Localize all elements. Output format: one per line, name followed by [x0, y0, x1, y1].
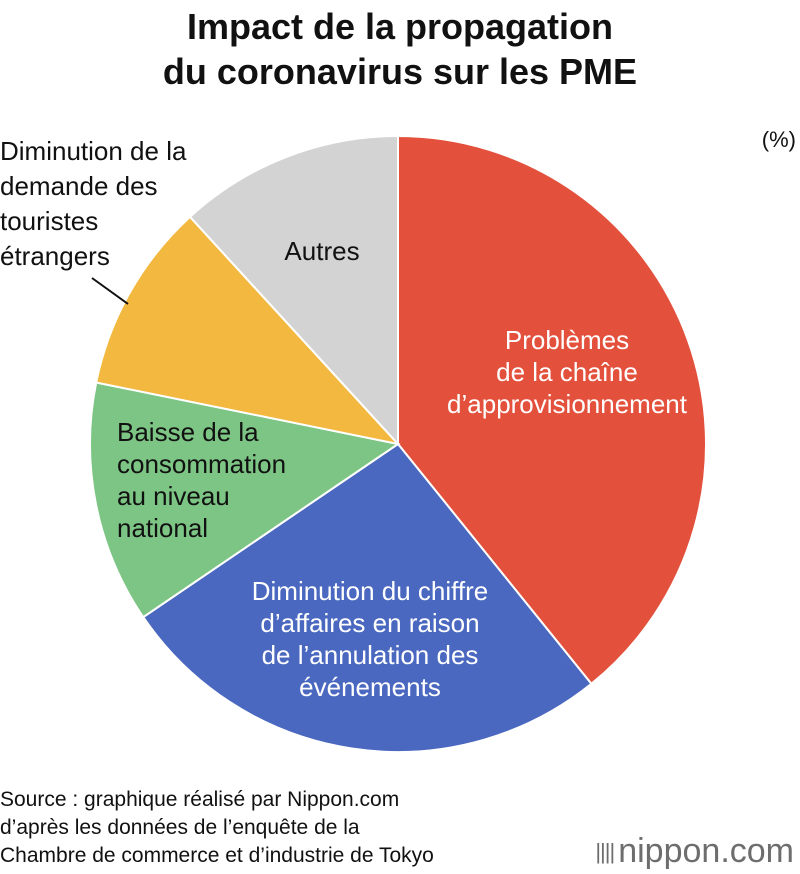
- slice-label-line: Baisse de la: [117, 417, 259, 447]
- slice-label-line: national: [117, 513, 208, 543]
- external-slice-label-line: touristes: [0, 206, 99, 236]
- pie-slice: [188, 134, 399, 447]
- source-line: d’après les données de l’enquête de la: [0, 816, 360, 839]
- logo-name: nippon: [618, 832, 721, 870]
- source-line: Source : graphique réalisé par Nippon.co…: [0, 788, 400, 811]
- nippon-logo: |||| nippon.com: [595, 832, 794, 871]
- slice-label-line: consommation: [117, 449, 286, 479]
- pie-slice: [397, 134, 707, 686]
- slice-label: Diminution du chiffre d’affaires en raiso…: [252, 576, 489, 702]
- slice-label: Problèmes de la chaîne d’approvisionnement: [447, 325, 688, 419]
- slice-label-line: au niveau: [117, 481, 230, 511]
- chart-title-line-1: Impact de la propagation: [186, 6, 614, 47]
- slice-label: Autres: [284, 236, 359, 266]
- chart-title: Impact de la propagation du coronavirus …: [0, 4, 800, 94]
- slice-label-line: d’affaires en raison: [260, 608, 479, 638]
- chart-title-line-2: du coronavirus sur les PME: [162, 51, 638, 92]
- slice-label-line: de la chaîne: [496, 357, 638, 387]
- slice-label-line: événements: [299, 672, 441, 702]
- external-slice-label-line: demande des: [0, 171, 158, 201]
- slice-label-line: Autres: [284, 236, 359, 266]
- slice-label-line: de l’annulation des: [262, 640, 479, 670]
- leader-line: [91, 277, 129, 305]
- unit-label: (%): [761, 127, 796, 152]
- external-slice-label-line: étrangers: [0, 241, 110, 271]
- pie-slice: [141, 442, 593, 753]
- slice-label-line: Diminution du chiffre: [252, 576, 489, 606]
- pie-slice: [95, 215, 401, 446]
- source-line: Chambre de commerce et d’industrie de To…: [0, 844, 434, 867]
- slice-label-line: Problèmes: [505, 325, 629, 355]
- slice-label: Baisse de la consommation au niveau nationa…: [117, 417, 286, 543]
- external-slice-label: Diminution de la demande des touristes é…: [0, 134, 186, 274]
- slice-label-line: d’approvisionnement: [447, 389, 688, 419]
- external-slice-label-line: Diminution de la: [0, 136, 187, 166]
- logo-suffix: .com: [720, 832, 794, 870]
- logo-bars-icon: ||||: [595, 839, 615, 864]
- source-note: Source : graphique réalisé par Nippon.co…: [0, 786, 434, 870]
- pie-slice: [89, 381, 401, 619]
